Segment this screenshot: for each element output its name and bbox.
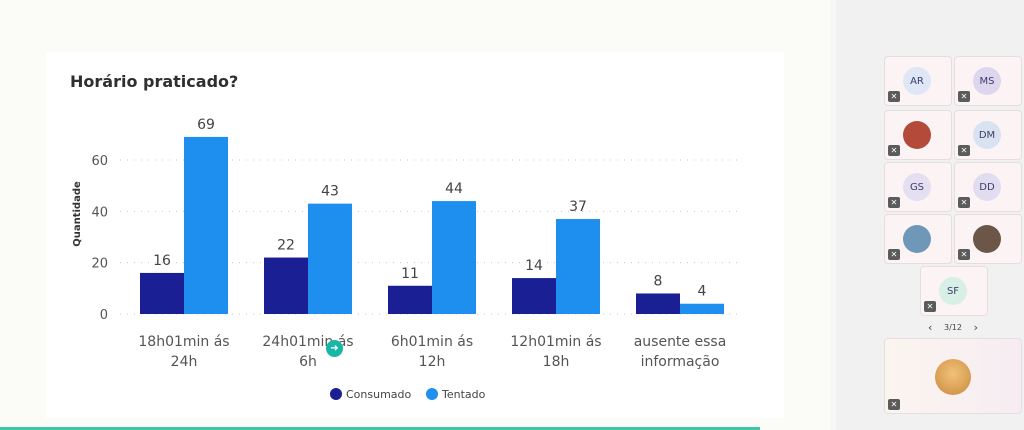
y-tick-label: 0 xyxy=(100,308,108,323)
x-tick-label: 6h01min ás xyxy=(391,334,473,350)
x-tick-label: ausente essa xyxy=(634,334,727,350)
participant-photo xyxy=(903,225,931,253)
data-label: 37 xyxy=(569,199,587,215)
x-tick-label: informação xyxy=(641,354,720,370)
participant-initials: DD xyxy=(973,173,1001,201)
participant-tile[interactable]: SF ✕ xyxy=(920,266,988,316)
mic-off-icon: ✕ xyxy=(888,197,900,208)
data-label: 11 xyxy=(401,266,419,282)
data-label: 8 xyxy=(654,273,663,289)
legend-label: Consumado xyxy=(346,388,412,401)
bar-tentado xyxy=(680,303,724,314)
bar-consumado xyxy=(264,257,308,314)
participant-initials: SF xyxy=(939,277,967,305)
data-label: 16 xyxy=(153,253,171,269)
data-label: 22 xyxy=(277,238,295,254)
x-tick-label: 12h01min ás xyxy=(510,334,601,350)
legend-label: Tentado xyxy=(441,388,486,401)
participant-tile[interactable]: MS ✕ xyxy=(954,56,1022,106)
participant-photo xyxy=(903,121,931,149)
participant-tile[interactable]: ✕ xyxy=(954,214,1022,264)
bar-tentado xyxy=(432,201,476,314)
bar-consumado xyxy=(388,285,432,314)
participant-initials: AR xyxy=(903,67,931,95)
x-tick-label: 18h01min ás xyxy=(138,334,229,350)
bar-consumado xyxy=(512,278,556,314)
data-label: 4 xyxy=(698,284,707,300)
participant-tile[interactable]: GS ✕ xyxy=(884,162,952,212)
x-tick-label: 12h xyxy=(419,354,446,370)
legend-marker xyxy=(426,388,438,400)
participant-photo xyxy=(973,225,1001,253)
x-tick-label: 18h xyxy=(543,354,570,370)
bar-tentado xyxy=(184,136,228,314)
mic-off-icon: ✕ xyxy=(958,197,970,208)
prev-page-button[interactable]: ‹ xyxy=(928,320,933,334)
cursor-icon: ➜ xyxy=(326,340,343,357)
share-indicator-bar xyxy=(0,427,760,430)
y-axis-label: Quantidade xyxy=(72,181,83,247)
mic-off-icon: ✕ xyxy=(958,249,970,260)
x-tick-label: 6h xyxy=(299,354,317,370)
chart-title: Horário praticado? xyxy=(70,72,239,91)
participant-tile[interactable]: DM ✕ xyxy=(954,110,1022,160)
participant-initials: DM xyxy=(973,121,1001,149)
mic-off-icon: ✕ xyxy=(888,91,900,102)
participant-tile[interactable]: AR ✕ xyxy=(884,56,952,106)
mic-off-icon: ✕ xyxy=(888,399,900,410)
participant-tile[interactable]: ✕ xyxy=(884,110,952,160)
y-tick-label: 40 xyxy=(91,205,108,220)
page-indicator: 3/12 xyxy=(944,322,962,332)
self-video-tile[interactable]: ✕ xyxy=(884,338,1022,414)
data-label: 43 xyxy=(321,184,339,200)
mic-off-icon: ✕ xyxy=(888,249,900,260)
bar-consumado xyxy=(636,293,680,314)
x-tick-label: 24h xyxy=(171,354,198,370)
legend-marker xyxy=(330,388,342,400)
mic-off-icon: ✕ xyxy=(924,301,936,312)
data-label: 44 xyxy=(445,181,463,197)
self-avatar xyxy=(935,359,971,395)
data-label: 14 xyxy=(525,258,543,274)
bar-tentado xyxy=(556,219,600,314)
y-tick-label: 20 xyxy=(91,257,108,272)
participants-pager: ‹ 3/12 › xyxy=(928,320,978,334)
next-page-button[interactable]: › xyxy=(973,320,978,334)
data-label: 69 xyxy=(197,117,215,133)
participant-tile[interactable]: ✕ xyxy=(884,214,952,264)
y-tick-label: 60 xyxy=(91,154,108,169)
mic-off-icon: ✕ xyxy=(958,91,970,102)
mic-off-icon: ✕ xyxy=(888,145,900,156)
participant-tile[interactable]: DD ✕ xyxy=(954,162,1022,212)
chart-slide xyxy=(46,52,784,418)
participant-initials: GS xyxy=(903,173,931,201)
bar-tentado xyxy=(308,203,352,314)
mic-off-icon: ✕ xyxy=(958,145,970,156)
participant-initials: MS xyxy=(973,67,1001,95)
bar-consumado xyxy=(140,272,184,314)
